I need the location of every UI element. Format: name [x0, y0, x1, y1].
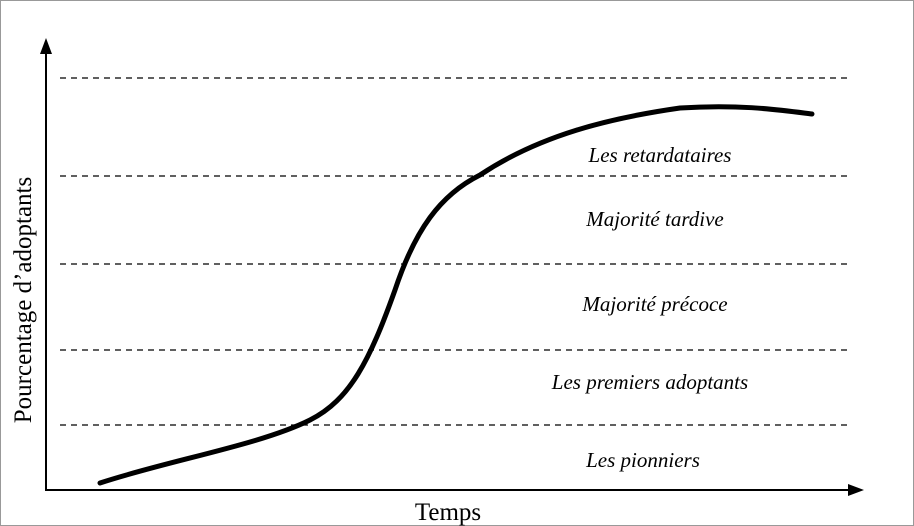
x-axis-label: Temps	[415, 499, 481, 526]
band-lines	[60, 77, 852, 426]
band-label: Majorité tardive	[585, 207, 723, 231]
y-arrow	[40, 38, 52, 54]
adoption-curve	[97, 104, 815, 486]
band-label: Majorité précoce	[581, 292, 727, 316]
band-label: Les retardataires	[588, 143, 732, 167]
y-axis-label: Pourcentage d’adoptants	[10, 177, 37, 423]
band-label: Les pionniers	[585, 448, 700, 472]
x-arrow	[848, 484, 864, 496]
band-label: Les premiers adoptants	[551, 370, 748, 394]
